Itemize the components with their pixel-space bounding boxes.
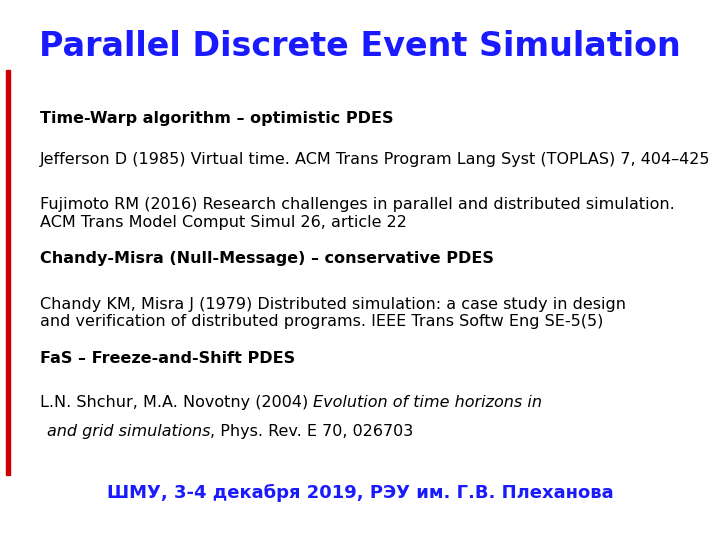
- Text: L.N. Shchur, M.A. Novotny (2004): L.N. Shchur, M.A. Novotny (2004): [40, 395, 313, 410]
- Text: , Phys. Rev. E 70, 026703: , Phys. Rev. E 70, 026703: [210, 424, 413, 439]
- Text: and grid simulations: and grid simulations: [47, 424, 210, 439]
- Text: ШМУ, 3-4 декабря 2019, РЭУ им. Г.В. Плеханова: ШМУ, 3-4 декабря 2019, РЭУ им. Г.В. Плех…: [107, 484, 613, 502]
- Bar: [6, 70, 10, 475]
- Text: Fujimoto RM (2016) Research challenges in parallel and distributed simulation.
A: Fujimoto RM (2016) Research challenges i…: [40, 197, 675, 230]
- Text: Evolution of time horizons in: Evolution of time horizons in: [313, 395, 542, 410]
- Text: Parallel Discrete Event Simulation: Parallel Discrete Event Simulation: [39, 30, 681, 63]
- Text: FaS – Freeze-and-Shift PDES: FaS – Freeze-and-Shift PDES: [40, 351, 294, 366]
- Text: Time-Warp algorithm – optimistic PDES: Time-Warp algorithm – optimistic PDES: [40, 111, 393, 126]
- Text: Jefferson D (1985) Virtual time. ACM Trans Program Lang Syst (TOPLAS) 7, 404–425: Jefferson D (1985) Virtual time. ACM Tra…: [40, 152, 710, 167]
- Text: Chandy-Misra (Null-Message) – conservative PDES: Chandy-Misra (Null-Message) – conservati…: [40, 251, 493, 266]
- Text: Chandy KM, Misra J (1979) Distributed simulation: a case study in design
and ver: Chandy KM, Misra J (1979) Distributed si…: [40, 297, 626, 329]
